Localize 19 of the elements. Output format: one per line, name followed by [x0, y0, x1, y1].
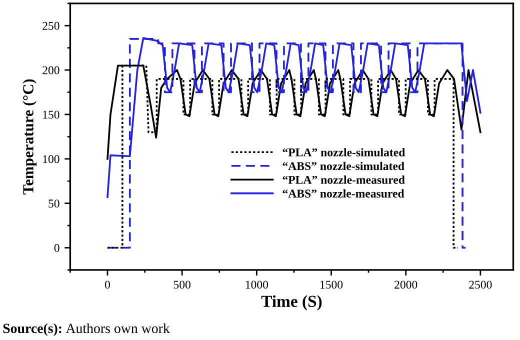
- x-tick-label: 1000: [246, 280, 268, 289]
- legend-label: “ABS” nozzle-simulated: [282, 162, 404, 170]
- x-tick-label: 0: [104, 280, 110, 289]
- x-axis-title: Time (S): [261, 295, 322, 310]
- legend-label: “PLA” nozzle-measured: [282, 176, 405, 184]
- legend-label: “ABS” nozzle-measured: [282, 189, 404, 198]
- x-tick-label: 2500: [469, 280, 492, 289]
- source-note: Source(s): Authors own work: [3, 323, 170, 336]
- y-tick-label: 250: [42, 22, 60, 30]
- y-tick-label: 100: [43, 155, 60, 164]
- x-tick-label: 1500: [320, 280, 343, 289]
- y-tick-label: 200: [42, 66, 60, 74]
- y-tick-label: 150: [43, 110, 60, 119]
- y-tick-label: 50: [48, 200, 60, 208]
- x-tick-label: 2000: [394, 280, 418, 289]
- y-axis-title: Temperature (°C): [22, 79, 37, 194]
- legend-label: “PLA” nozzle-simulated: [282, 148, 406, 156]
- x-tick-label: 500: [174, 280, 190, 289]
- y-tick-label: 0: [54, 244, 60, 252]
